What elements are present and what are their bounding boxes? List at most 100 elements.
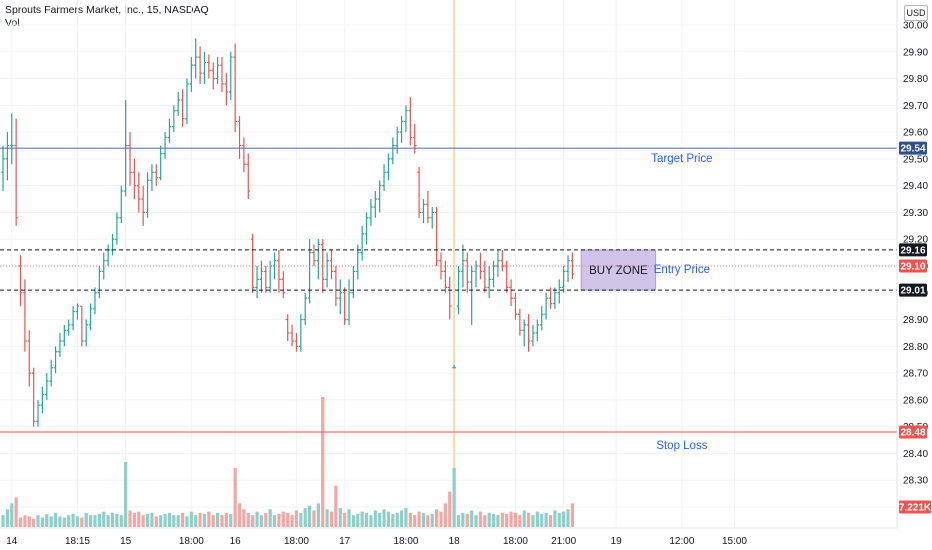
buy-zone-box[interactable] — [580, 249, 657, 291]
volume-bar — [334, 485, 338, 527]
volume-bar — [299, 512, 303, 527]
ohlc-bar — [452, 365, 456, 369]
volume-badge-text: 7.221K — [899, 503, 932, 514]
ohlc-bar — [71, 306, 75, 331]
ohlc-bar — [172, 105, 176, 133]
price-badge-text: 29.01 — [900, 286, 925, 297]
volume-bar — [461, 512, 465, 527]
volume-bar — [89, 515, 93, 527]
ohlc-bar — [469, 266, 474, 325]
volume-bar — [32, 518, 36, 527]
ohlc-bar — [553, 287, 557, 309]
volume-bar — [566, 509, 570, 527]
volume-bar — [544, 512, 548, 527]
volume-bar — [347, 509, 351, 527]
ohlc-bar — [281, 271, 286, 299]
volume-bar — [369, 515, 373, 527]
volume-bar — [378, 512, 382, 527]
y-tick-label: 28.40 — [903, 449, 928, 460]
ohlc-bar — [250, 233, 255, 293]
ohlc-bar — [561, 266, 566, 293]
x-tick-label: 21:00 — [551, 536, 576, 547]
ohlc-bar — [369, 199, 373, 226]
volume-bar — [421, 512, 426, 527]
price-badge-entry — [899, 259, 927, 273]
volume-bar — [194, 515, 198, 527]
ohlc-bar — [97, 266, 102, 299]
ohlc-bar — [228, 51, 233, 100]
volume-bar — [264, 512, 268, 527]
volume-bar — [491, 514, 496, 527]
chart-title: Sprouts Farmers Market, Inc., 15, NASDAQ — [5, 4, 209, 16]
ohlc-bar — [180, 89, 185, 127]
ohlc-bar — [299, 314, 303, 352]
ohlc-bar — [277, 249, 281, 293]
ohlc-bar — [110, 233, 115, 256]
volume-bar — [211, 515, 215, 527]
volume-bar — [443, 503, 447, 527]
volume-bar — [58, 516, 62, 527]
ohlc-bar — [566, 255, 570, 283]
volume-bar — [145, 514, 150, 527]
y-tick-label: 28.80 — [903, 342, 928, 353]
ohlc-bar — [259, 260, 264, 293]
volume-bar — [75, 516, 80, 527]
volume-bar — [360, 511, 364, 527]
ohlc-bar — [246, 153, 251, 200]
volume-bar — [448, 491, 452, 527]
volume-bar — [124, 462, 128, 527]
ohlc-bar — [364, 212, 369, 245]
price-badge-lower-zone — [899, 283, 927, 297]
time-axis[interactable]: 14 18:15 15 18:00 16 18:00 17 18:00 18 18:00 21:00… — [6, 536, 747, 547]
volume-bar — [557, 512, 561, 527]
x-tick-label: 19 — [611, 536, 623, 547]
ohlc-bar — [53, 346, 58, 374]
ohlc-bar — [312, 244, 316, 266]
volume-bar — [351, 515, 355, 527]
ohlc-bar — [101, 252, 106, 280]
volume-bar — [45, 514, 49, 527]
ohlc-bar — [5, 132, 10, 181]
ohlc-bar — [544, 292, 548, 320]
volume-bar — [251, 515, 255, 527]
volume-bar — [220, 515, 224, 527]
ohlc-bar — [412, 124, 417, 154]
price-badge-stop — [899, 425, 927, 439]
x-tick-label: 16 — [230, 536, 242, 547]
ohlc-bar — [377, 180, 382, 213]
volume-bar — [277, 514, 281, 527]
ohlc-bar — [316, 239, 321, 280]
volume-bar — [329, 511, 334, 527]
ohlc-bar — [198, 46, 202, 84]
ohlc-bar — [518, 308, 522, 336]
ohlc-bar — [303, 292, 308, 325]
ohlc-bar — [570, 252, 575, 280]
ohlc-bar — [176, 91, 180, 117]
ohlc-bar — [426, 191, 430, 224]
ohlc-bar — [421, 199, 426, 224]
ohlc-bar — [548, 287, 553, 309]
ohlc-bar — [513, 292, 518, 320]
x-tick-label: 18:00 — [393, 536, 418, 547]
volume-bar — [404, 508, 408, 527]
ohlc-bar — [220, 57, 224, 92]
y-tick-label: 28.60 — [903, 395, 928, 406]
y-tick-label: 29.60 — [903, 128, 928, 139]
x-tick-label: 18:00 — [179, 536, 204, 547]
ohlc-bar — [1, 145, 5, 192]
ohlc-bar — [62, 324, 67, 347]
annotation-entry: Entry Price — [654, 264, 710, 276]
volume-bars — [1, 397, 574, 527]
annotations: Target Price Entry Price Stop Loss — [651, 153, 712, 452]
ohlc-bar — [23, 279, 27, 352]
ohlc-bar — [49, 359, 53, 387]
volume-bar — [272, 515, 277, 527]
ohlc-bar — [233, 43, 237, 133]
ohlc-bar — [27, 330, 32, 387]
volume-bar — [316, 503, 320, 527]
ohlc-bar — [31, 367, 36, 427]
ohlc-bar — [211, 62, 216, 90]
volume-bar — [53, 512, 58, 527]
x-tick-label: 15 — [120, 536, 132, 547]
